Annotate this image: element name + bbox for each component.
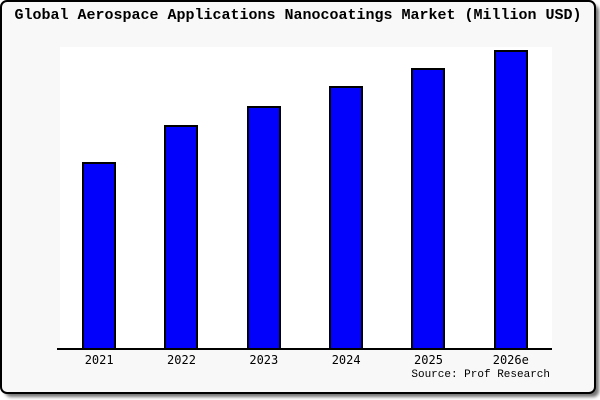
bars-container	[58, 47, 552, 350]
source-note: Source: Prof Research	[411, 369, 550, 381]
x-tick-labels-container: 2021 2022 2023 2024 2025 2026e	[58, 353, 552, 367]
x-axis-line	[57, 348, 552, 350]
bar-slot	[387, 47, 469, 350]
x-tick-label-2022: 2022	[167, 353, 196, 367]
chart-title: Global Aerospace Applications Nanocoatin…	[14, 7, 582, 24]
x-tick-label-2026e: 2026e	[492, 353, 529, 367]
bar-slot	[140, 47, 222, 350]
bar-slot	[223, 47, 305, 350]
x-tick-label-2024: 2024	[331, 353, 361, 367]
bar-2026e	[493, 50, 528, 350]
bar-2024	[329, 86, 364, 350]
bar-2023	[246, 106, 281, 350]
bar-slot	[58, 47, 140, 350]
bar-slot	[470, 47, 552, 350]
bar-2021	[82, 162, 117, 350]
bar-2022	[164, 124, 199, 350]
x-tick-label-2025: 2025	[414, 353, 443, 367]
x-tick-label-2021: 2021	[84, 353, 114, 367]
plot-area	[60, 47, 552, 350]
x-tick-label-2023: 2023	[249, 353, 279, 367]
bar-slot	[305, 47, 387, 350]
bar-2025	[411, 67, 446, 350]
